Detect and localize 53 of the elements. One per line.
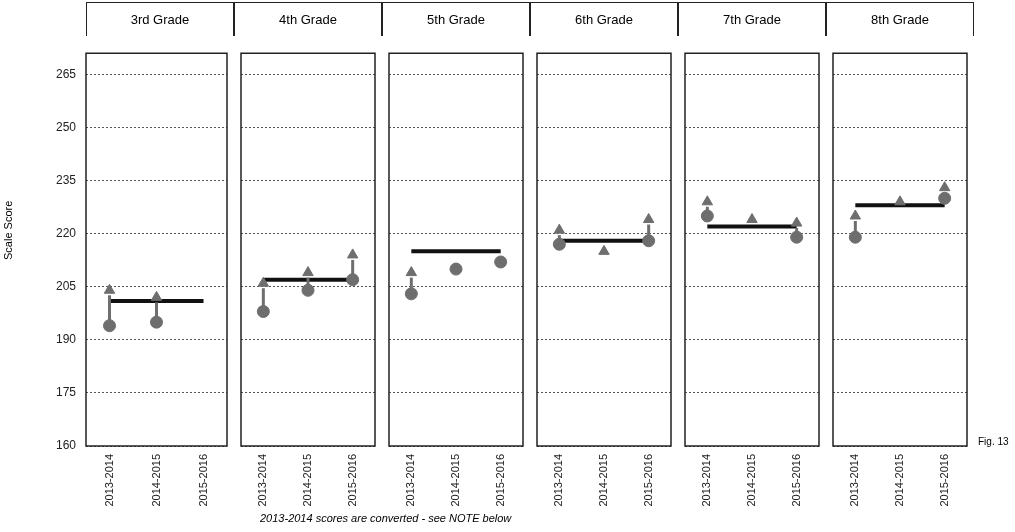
y-tick-label: 190 <box>55 332 77 347</box>
x-tick-label: 2015-2016 <box>345 454 358 507</box>
y-tick-label: 175 <box>55 385 77 400</box>
x-tick-label: 2015-2016 <box>937 454 950 507</box>
chart-title: 4th Grade <box>234 2 382 36</box>
chart-title: 8th Grade <box>826 2 974 36</box>
point <box>790 216 803 227</box>
y-tick-label: 235 <box>55 172 77 187</box>
x-tick-label: 2015-2016 <box>196 454 209 507</box>
chart-title: 7th Grade <box>678 2 826 36</box>
chart-title: 5th Grade <box>382 2 530 36</box>
x-tick-label: 2015-2016 <box>493 454 506 507</box>
chart-title: 6th Grade <box>530 2 678 36</box>
x-tick-label: 2014-2015 <box>597 454 610 507</box>
point <box>938 191 952 205</box>
x-tick-label: 2014-2015 <box>149 454 162 507</box>
point <box>552 237 566 251</box>
point <box>849 209 862 220</box>
x-tick-label: 2014-2015 <box>745 454 758 507</box>
point <box>346 248 359 259</box>
point <box>598 244 610 255</box>
point <box>642 213 655 224</box>
x-tick-label: 2015-2016 <box>789 454 802 507</box>
point <box>848 230 862 244</box>
caption: Fig. 13 <box>978 436 1009 447</box>
point <box>494 255 508 269</box>
point <box>257 276 270 287</box>
y-tick-label: 160 <box>55 438 77 453</box>
point <box>938 181 951 192</box>
point <box>894 195 906 206</box>
x-tick-label: 2014-2015 <box>449 454 462 507</box>
point <box>701 195 714 206</box>
x-tick-label: 2013-2014 <box>256 454 269 507</box>
y-axis-title: Scale Score <box>2 200 14 260</box>
x-tick-label: 2013-2014 <box>700 454 713 507</box>
text: 2013-2014 scores are converted - see NOTE below <box>260 512 512 524</box>
y-tick-label: 220 <box>55 225 77 240</box>
chart-title: 3rd Grade <box>86 2 234 36</box>
x-tick-label: 2014-2015 <box>301 454 314 507</box>
x-tick-label: 2013-2014 <box>552 454 565 507</box>
y-tick-label: 265 <box>55 66 77 81</box>
x-tick-label: 2015-2016 <box>641 454 654 507</box>
y-tick-label: 250 <box>55 119 77 134</box>
point <box>449 262 463 276</box>
x-tick-label: 2014-2015 <box>893 454 906 507</box>
x-tick-label: 2013-2014 <box>102 454 115 507</box>
x-tick-label: 2013-2014 <box>404 454 417 507</box>
point <box>746 213 758 224</box>
point <box>405 266 418 277</box>
point <box>553 223 566 234</box>
y-tick-label: 205 <box>55 279 77 294</box>
point <box>302 266 314 277</box>
x-tick-label: 2013-2014 <box>848 454 861 507</box>
